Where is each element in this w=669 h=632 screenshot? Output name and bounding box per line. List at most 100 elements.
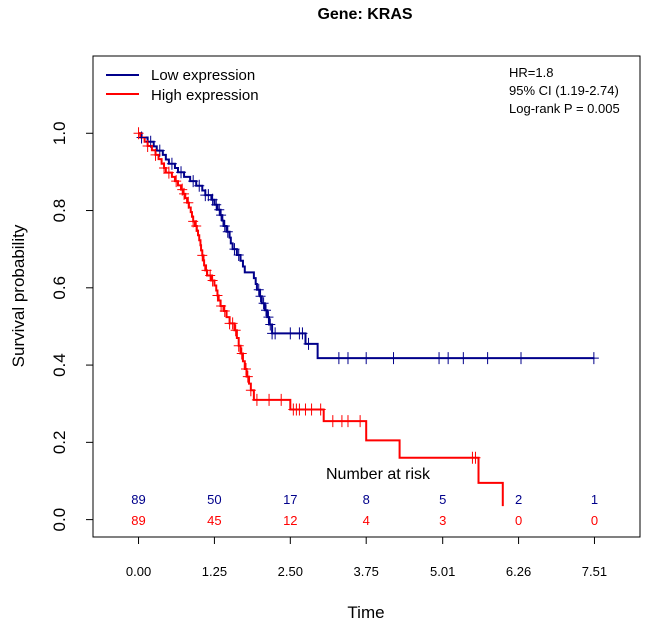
risk-count: 45 (207, 513, 221, 528)
censor-mark (188, 175, 199, 188)
y-tick-label: 1.0 (50, 121, 69, 145)
x-tick-label: 6.26 (506, 564, 531, 579)
censor-mark (253, 283, 264, 296)
censor-mark (297, 327, 308, 340)
risk-count: 4 (363, 513, 370, 528)
legend: Low expression High expression (106, 67, 259, 104)
y-tick-label: 0.0 (50, 508, 69, 532)
risk-count: 1 (591, 492, 598, 507)
censor-mark (179, 187, 190, 200)
censor-mark (361, 352, 372, 365)
censor-mark (242, 370, 253, 383)
risk-count: 17 (283, 492, 297, 507)
censor-mark (205, 269, 216, 282)
risk-count: 12 (283, 513, 297, 528)
censor-mark (212, 289, 223, 302)
censor-mark (265, 318, 276, 331)
series-1-line (138, 132, 504, 507)
censor-mark (315, 403, 326, 416)
censor-mark (229, 243, 240, 256)
censor-mark (159, 162, 170, 175)
y-tick-label: 0.8 (50, 199, 69, 223)
y-tick-label: 0.6 (50, 276, 69, 300)
x-tick-label: 0.00 (126, 564, 151, 579)
censor-mark (255, 290, 266, 303)
censor-mark (171, 175, 182, 188)
censor-mark (276, 393, 287, 406)
censor-mark (236, 347, 247, 360)
censor-mark (233, 248, 244, 261)
confidence-interval-text: 95% CI (1.19-2.74) (509, 83, 619, 98)
y-tick-label: 0.2 (50, 431, 69, 455)
censor-mark (342, 415, 353, 428)
censor-mark (183, 196, 194, 209)
censor-mark (227, 317, 238, 330)
risk-count: 2 (515, 492, 522, 507)
censor-mark (230, 324, 241, 337)
censor-mark (516, 352, 527, 365)
series-0-line (138, 132, 595, 360)
censor-mark (176, 166, 187, 179)
risk-count: 50 (207, 492, 221, 507)
survival-curves (138, 132, 595, 507)
censor-mark (434, 352, 445, 365)
risk-count: 5 (439, 492, 446, 507)
censor-mark (245, 384, 256, 397)
censor-mark (482, 352, 493, 365)
censor-mark (306, 403, 317, 416)
legend-label-low: Low expression (151, 67, 255, 84)
censor-mark (388, 352, 399, 365)
censor-mark (285, 327, 296, 340)
risk-count: 0 (591, 513, 598, 528)
risk-count: 8 (363, 492, 370, 507)
censor-mark (458, 352, 469, 365)
risk-count: 89 (131, 492, 145, 507)
censor-mark (327, 415, 338, 428)
log-rank-p-text: Log-rank P = 0.005 (509, 101, 620, 116)
censor-mark (303, 337, 314, 350)
x-tick-label: 2.50 (278, 564, 303, 579)
censor-mark (216, 209, 227, 222)
censor-mark (163, 166, 174, 179)
censor-mark (214, 203, 225, 216)
x-tick-label: 7.51 (582, 564, 607, 579)
risk-table: 89 50 17 8 5 2 1 89 45 12 4 3 0 0 (131, 492, 598, 528)
censor-mark (203, 189, 214, 202)
censor-mark (219, 304, 230, 317)
x-tick-label: 3.75 (354, 564, 379, 579)
censor-marks (133, 127, 599, 464)
censor-mark (270, 327, 281, 340)
censor-mark (333, 352, 344, 365)
censor-mark (142, 140, 153, 153)
risk-count: 3 (439, 513, 446, 528)
censor-mark (207, 274, 218, 287)
plot-frame (92, 55, 641, 538)
chart-title: Gene: KRAS (317, 6, 412, 23)
censor-mark (150, 148, 161, 161)
censor-mark (240, 362, 251, 375)
legend-label-high: High expression (151, 87, 259, 104)
axes: 0.00 1.25 2.50 3.75 5.01 6.26 7.51 0.0 0.2 0.4 0.6… (50, 121, 607, 579)
censor-mark (222, 225, 233, 238)
censor-mark (133, 127, 144, 140)
y-axis-label: Survival probability (9, 224, 28, 367)
x-tick-label: 5.01 (430, 564, 455, 579)
censor-mark (264, 393, 275, 406)
censor-mark (166, 157, 177, 170)
censor-mark (191, 219, 202, 232)
censor-mark (443, 352, 454, 365)
censor-mark (263, 311, 274, 324)
censor-mark (197, 249, 208, 262)
censor-mark (251, 393, 262, 406)
x-tick-label: 1.25 (202, 564, 227, 579)
censor-mark (355, 415, 366, 428)
stats-annotation: HR=1.8 95% CI (1.19-2.74) Log-rank P = 0… (509, 65, 620, 116)
censor-mark (470, 451, 481, 464)
censor-mark (261, 304, 272, 317)
risk-count: 0 (515, 513, 522, 528)
censor-mark (194, 179, 205, 192)
censor-mark (233, 339, 244, 352)
y-tick-label: 0.4 (50, 353, 69, 377)
censor-mark (588, 352, 599, 365)
hazard-ratio-text: HR=1.8 (509, 65, 553, 80)
